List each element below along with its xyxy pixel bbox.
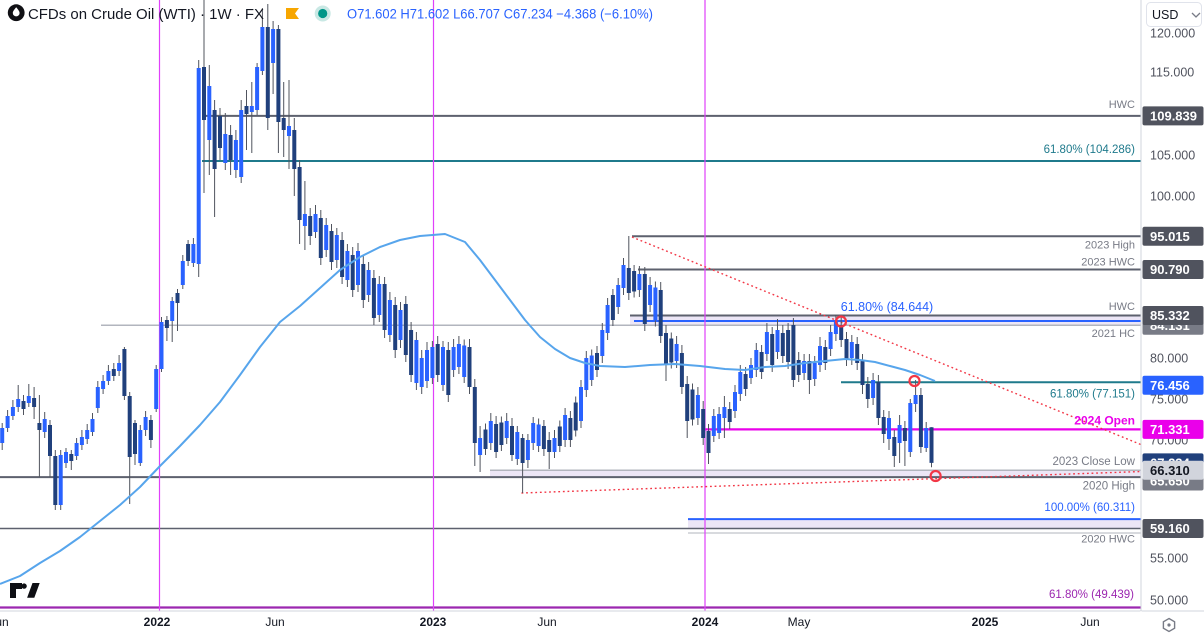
svg-text:2021 HC: 2021 HC xyxy=(1092,328,1135,340)
svg-text:61.80% (84.644): 61.80% (84.644) xyxy=(841,300,933,314)
svg-text:2023 High: 2023 High xyxy=(1085,240,1135,252)
svg-text:71.331: 71.331 xyxy=(1150,422,1190,437)
svg-text:2025: 2025 xyxy=(972,615,999,629)
svg-text:61.80% (104.286): 61.80% (104.286) xyxy=(1044,144,1136,156)
svg-text:61.80% (49.439): 61.80% (49.439) xyxy=(1049,589,1134,601)
svg-text:2023 Close Low: 2023 Close Low xyxy=(1053,456,1136,468)
svg-text:105.000: 105.000 xyxy=(1150,149,1195,163)
svg-text:HWC: HWC xyxy=(1109,99,1135,111)
svg-text:HWC: HWC xyxy=(1109,301,1135,313)
svg-text:59.160: 59.160 xyxy=(1150,521,1190,536)
svg-text:Jun: Jun xyxy=(537,615,556,629)
svg-text:CFDs on Crude Oil (WTI) · 1W ·: CFDs on Crude Oil (WTI) · 1W · FX xyxy=(28,6,264,23)
svg-text:100.00% (60.311): 100.00% (60.311) xyxy=(1044,502,1135,514)
svg-text:80.000: 80.000 xyxy=(1150,352,1188,366)
svg-text:76.456: 76.456 xyxy=(1150,378,1190,393)
svg-text:Jun: Jun xyxy=(265,615,284,629)
svg-text:2020 High: 2020 High xyxy=(1083,481,1135,493)
svg-text:75.000: 75.000 xyxy=(1150,393,1188,407)
svg-text:95.015: 95.015 xyxy=(1150,229,1190,244)
svg-text:66.310: 66.310 xyxy=(1150,463,1190,478)
svg-text:USD: USD xyxy=(1152,8,1178,22)
svg-text:61.80% (77.151): 61.80% (77.151) xyxy=(1050,389,1135,401)
svg-text:2020 HWC: 2020 HWC xyxy=(1081,534,1135,546)
svg-text:un: un xyxy=(0,615,9,629)
svg-text:2024: 2024 xyxy=(692,615,719,629)
svg-text:115.000: 115.000 xyxy=(1150,66,1194,80)
svg-text:50.000: 50.000 xyxy=(1150,594,1188,608)
svg-text:55.000: 55.000 xyxy=(1150,552,1188,566)
svg-text:2023 HWC: 2023 HWC xyxy=(1081,257,1135,269)
svg-text:2022: 2022 xyxy=(144,615,171,629)
svg-text:90.790: 90.790 xyxy=(1150,262,1190,277)
svg-text:100.000: 100.000 xyxy=(1150,190,1195,204)
svg-text:2023: 2023 xyxy=(420,615,447,629)
svg-text:109.839: 109.839 xyxy=(1150,109,1197,124)
svg-text:120.000: 120.000 xyxy=(1150,27,1195,41)
svg-text:O71.602 H71.602 L66.707 C67.23: O71.602 H71.602 L66.707 C67.234 −4.368 (… xyxy=(347,7,653,22)
svg-text:Jun: Jun xyxy=(1080,615,1099,629)
svg-text:2024 Open: 2024 Open xyxy=(1074,414,1135,428)
svg-text:85.332: 85.332 xyxy=(1150,308,1190,323)
svg-text:May: May xyxy=(788,615,811,629)
